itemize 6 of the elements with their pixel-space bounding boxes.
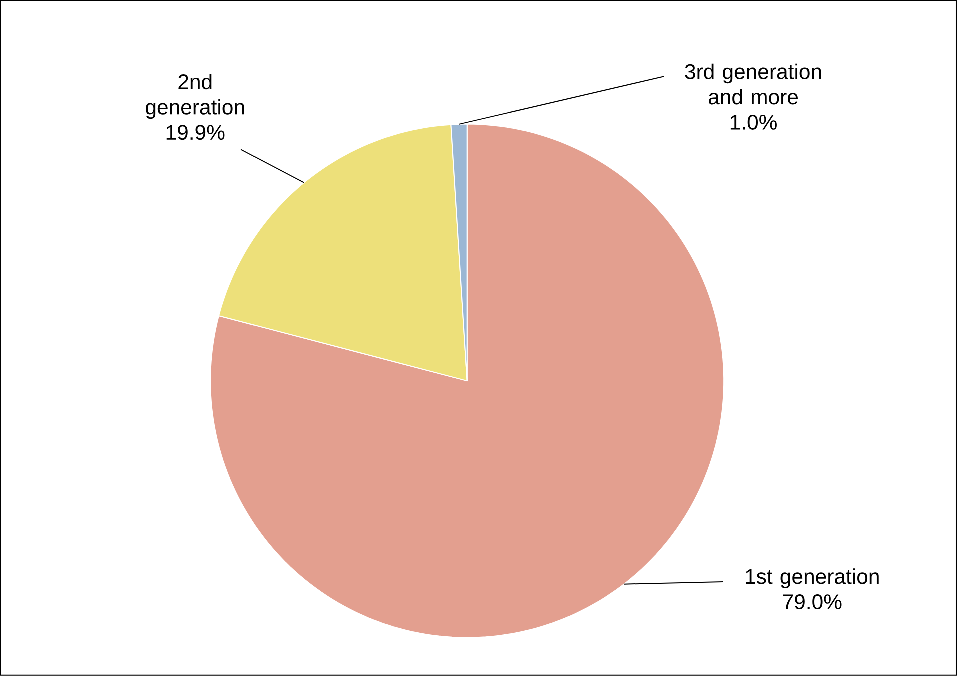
data-label: 1.0%	[730, 115, 777, 130]
data-label: 19.9%	[166, 125, 225, 140]
slice-label: 1st generation	[746, 568, 879, 589]
slice-label: 3rd generation and more	[685, 64, 822, 105]
data-label: 79.0%	[783, 594, 842, 610]
slice-label: 2nd generation	[146, 74, 244, 120]
